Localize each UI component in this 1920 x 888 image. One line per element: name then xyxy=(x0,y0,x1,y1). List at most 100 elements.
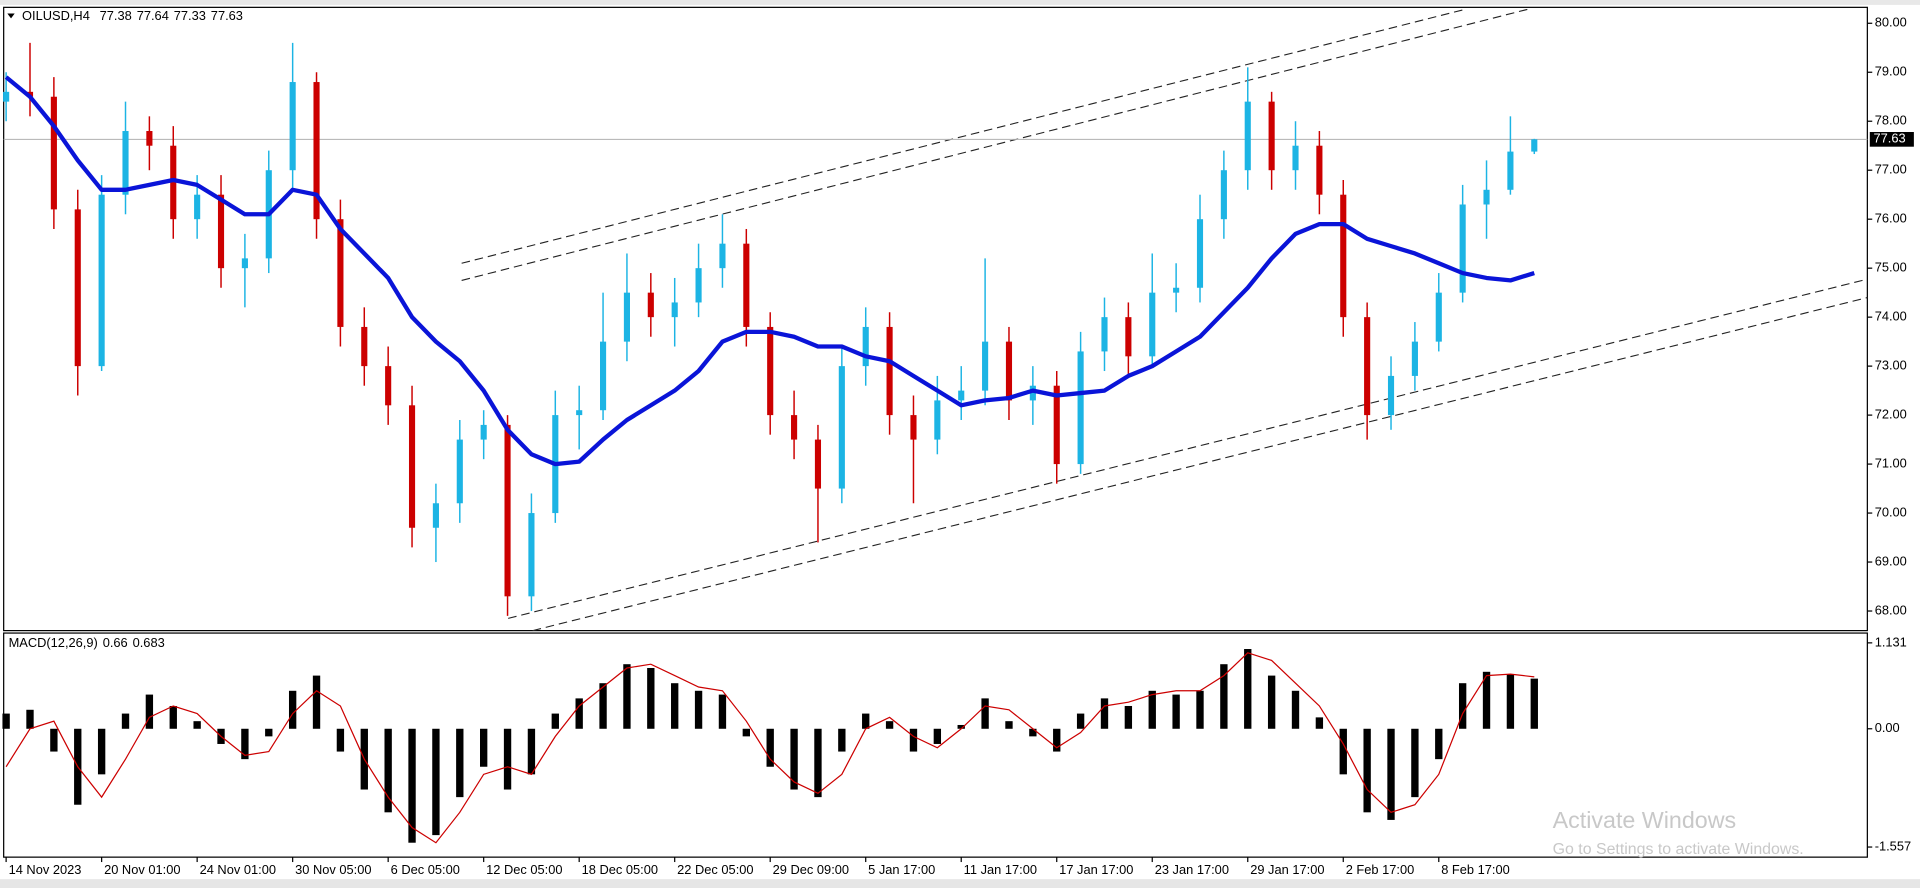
data-layer: 68.00 69.00 70.00 71.00 72.00 73.00 74.00 75.00… xyxy=(2,15,1914,877)
candle-body xyxy=(647,292,654,318)
macd-bar xyxy=(885,721,894,729)
candle-body xyxy=(337,219,344,327)
candle-body xyxy=(528,513,535,597)
macd-bar xyxy=(1053,728,1061,752)
open-value: 77.38 xyxy=(100,9,132,24)
macd-bar xyxy=(1100,698,1109,729)
macd-bar xyxy=(1363,728,1371,813)
macd-bar xyxy=(1315,717,1324,729)
x-tick-label: 11 Jan 17:00 xyxy=(964,862,1037,877)
x-tick-label: 29 Jan 17:00 xyxy=(1250,862,1324,877)
candle-body xyxy=(146,131,153,146)
candle-body xyxy=(600,341,607,411)
macd-bar xyxy=(1482,671,1491,729)
candle-body xyxy=(504,424,511,597)
y-tick-label: 76.00 xyxy=(1875,211,1907,226)
macd-bar xyxy=(1435,728,1443,760)
close-value: 77.63 xyxy=(211,9,243,24)
candle-body xyxy=(1101,317,1108,352)
candle-body xyxy=(456,439,463,504)
macd-bar xyxy=(1267,675,1276,729)
macd-bar xyxy=(981,698,989,729)
macd-bar xyxy=(1244,649,1252,729)
candle-body xyxy=(1316,145,1323,195)
macd-bar xyxy=(2,713,10,729)
candle-body xyxy=(695,268,702,303)
candle-body xyxy=(408,405,416,528)
macd-bar xyxy=(694,690,703,729)
macd-bar xyxy=(551,713,559,729)
macd-signal xyxy=(5,652,1535,844)
macd-bar xyxy=(1339,728,1347,775)
x-tick-label: 2 Feb 17:00 xyxy=(1346,862,1415,877)
candle-body xyxy=(814,439,822,489)
y-tick-label: 74.00 xyxy=(1875,309,1907,324)
current-price-box xyxy=(1869,132,1914,147)
y-tick-label: 68.00 xyxy=(1875,602,1907,617)
macd-bar xyxy=(862,713,870,729)
macd-bar xyxy=(1172,694,1180,729)
macd-bar xyxy=(26,709,34,729)
candle-body xyxy=(313,82,320,220)
macd-bar xyxy=(1124,705,1133,729)
current-price-label: 77.63 xyxy=(1873,131,1905,146)
y-tick-label: 70.00 xyxy=(1875,504,1907,519)
candle-body xyxy=(982,341,989,391)
candle-body xyxy=(1292,145,1299,171)
macd-bar xyxy=(1458,683,1467,729)
macd-bar xyxy=(671,683,679,729)
y-tick-label: 78.00 xyxy=(1875,113,1907,128)
candle-body xyxy=(1483,189,1490,205)
y-tick-label: 1.131 xyxy=(1875,634,1907,649)
candle-body xyxy=(1459,204,1466,293)
candle-body xyxy=(50,96,57,210)
macd-bar xyxy=(1005,721,1013,729)
macd-bar xyxy=(1076,713,1085,729)
x-tick-label: 22 Dec 05:00 xyxy=(677,862,753,877)
macd-bar xyxy=(718,694,727,729)
x-tick-label: 6 Dec 05:00 xyxy=(391,862,460,877)
macd-bar xyxy=(623,664,631,729)
symbol-header: OILUSD,H4 77.38 77.64 77.33 77.63 xyxy=(22,9,243,24)
x-tick-label: 8 Feb 17:00 xyxy=(1441,862,1510,877)
macd-bar xyxy=(742,728,750,737)
channel-line xyxy=(532,297,1868,632)
candle-body xyxy=(767,326,774,416)
macd-bar xyxy=(336,728,345,752)
macd-bar xyxy=(480,728,488,767)
high-value: 77.64 xyxy=(137,9,169,24)
candle-body xyxy=(1149,292,1156,357)
macd-bar xyxy=(647,668,655,729)
candle-body xyxy=(1173,287,1180,293)
x-tick-label: 14 Nov 2023 xyxy=(9,862,82,877)
candle-body xyxy=(1220,170,1227,220)
x-tick-label: 17 Jan 17:00 xyxy=(1059,862,1133,877)
candle-body xyxy=(1340,194,1347,318)
candle-body xyxy=(289,82,296,171)
candle-body xyxy=(170,145,177,220)
y-tick-label: 72.00 xyxy=(1875,406,1907,421)
macd-bar xyxy=(1387,728,1395,820)
macd-bar xyxy=(838,728,846,752)
macd-bar xyxy=(97,728,106,775)
menu-triangle xyxy=(7,13,15,19)
y-tick-label: 77.00 xyxy=(1875,162,1907,177)
candle-body xyxy=(838,366,845,489)
macd-bar xyxy=(790,728,798,790)
candle-body xyxy=(217,194,225,269)
bottom-tabs xyxy=(0,879,1920,888)
candle-body xyxy=(1196,219,1204,288)
macd-bar xyxy=(456,728,464,798)
low-value: 77.33 xyxy=(174,9,206,24)
candle-body xyxy=(1125,317,1132,357)
macd-bar xyxy=(599,683,607,729)
y-tick-label: 69.00 xyxy=(1875,553,1907,568)
candle-body xyxy=(74,209,81,367)
candle-body xyxy=(791,415,798,440)
candle-body xyxy=(3,91,10,102)
candle-body xyxy=(1268,101,1275,171)
y-tick-label: 80.00 xyxy=(1875,15,1907,30)
channel-line xyxy=(461,9,1464,264)
candle-body xyxy=(671,302,678,318)
